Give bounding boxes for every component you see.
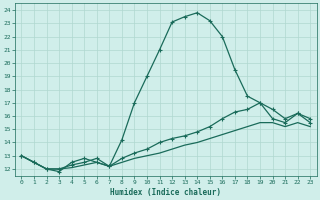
X-axis label: Humidex (Indice chaleur): Humidex (Indice chaleur) xyxy=(110,188,221,197)
